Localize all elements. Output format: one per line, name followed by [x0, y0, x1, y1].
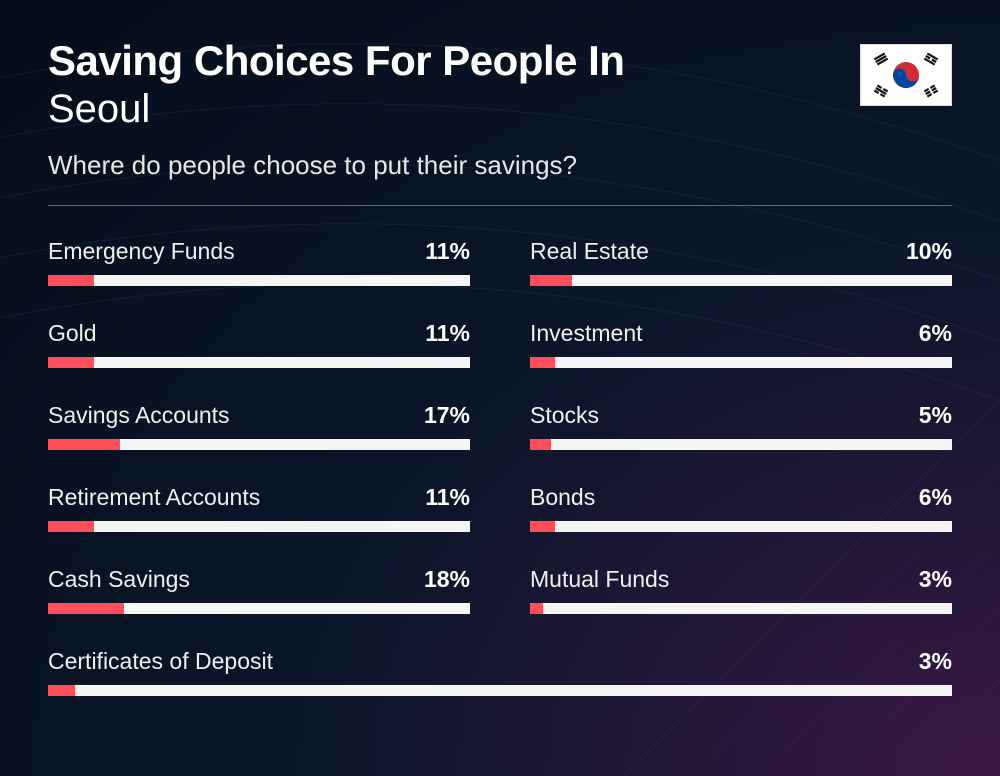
bar-value: 17%	[424, 402, 470, 429]
bar-item: Bonds 6%	[530, 484, 952, 532]
bar-track	[48, 685, 952, 696]
bar-fill	[48, 357, 94, 368]
bar-track	[530, 521, 952, 532]
bar-item: Emergency Funds 11%	[48, 238, 470, 286]
title-city: Seoul	[48, 86, 860, 132]
bar-item: Savings Accounts 17%	[48, 402, 470, 450]
bar-item: Cash Savings 18%	[48, 566, 470, 614]
bar-item: Investment 6%	[530, 320, 952, 368]
bar-value: 18%	[424, 566, 470, 593]
bar-item: Mutual Funds 3%	[530, 566, 952, 614]
chart-grid: Emergency Funds 11% Real Estate 10% Gold 11% I…	[48, 238, 952, 696]
bar-value: 3%	[919, 648, 952, 675]
bar-item: Real Estate 10%	[530, 238, 952, 286]
bar-item: Retirement Accounts 11%	[48, 484, 470, 532]
bar-track	[530, 275, 952, 286]
bar-track	[530, 439, 952, 450]
bar-item: Stocks 5%	[530, 402, 952, 450]
bar-fill	[530, 521, 555, 532]
bar-value: 11%	[425, 238, 470, 265]
flag-south-korea-icon	[860, 44, 952, 106]
bar-fill	[48, 521, 94, 532]
bar-track	[48, 439, 470, 450]
bar-value: 6%	[919, 484, 952, 511]
bar-fill	[48, 685, 75, 696]
bar-track	[48, 275, 470, 286]
bar-label: Gold	[48, 320, 97, 347]
bar-track	[530, 603, 952, 614]
bar-fill	[530, 357, 555, 368]
bar-label: Emergency Funds	[48, 238, 235, 265]
bar-track	[48, 521, 470, 532]
bar-label: Savings Accounts	[48, 402, 230, 429]
bar-fill	[48, 603, 124, 614]
subtitle: Where do people choose to put their savi…	[48, 150, 860, 181]
header: Saving Choices For People In Seoul Where…	[48, 38, 952, 181]
bar-value: 11%	[425, 320, 470, 347]
bar-value: 5%	[919, 402, 952, 429]
bar-fill	[48, 275, 94, 286]
bar-fill	[530, 439, 551, 450]
bar-label: Retirement Accounts	[48, 484, 260, 511]
bar-fill	[530, 603, 543, 614]
bar-label: Investment	[530, 320, 643, 347]
bar-label: Real Estate	[530, 238, 649, 265]
bar-track	[48, 603, 470, 614]
divider	[48, 205, 952, 206]
bar-value: 10%	[906, 238, 952, 265]
bar-label: Certificates of Deposit	[48, 648, 273, 675]
bar-value: 3%	[919, 566, 952, 593]
bar-item: Certificates of Deposit 3%	[48, 648, 952, 696]
bar-value: 11%	[425, 484, 470, 511]
bar-value: 6%	[919, 320, 952, 347]
bar-label: Mutual Funds	[530, 566, 669, 593]
title-line1: Saving Choices For People In	[48, 38, 860, 84]
bar-track	[48, 357, 470, 368]
bar-fill	[48, 439, 120, 450]
bar-label: Cash Savings	[48, 566, 190, 593]
bar-item: Gold 11%	[48, 320, 470, 368]
bar-label: Bonds	[530, 484, 595, 511]
bar-label: Stocks	[530, 402, 599, 429]
bar-track	[530, 357, 952, 368]
bar-fill	[530, 275, 572, 286]
